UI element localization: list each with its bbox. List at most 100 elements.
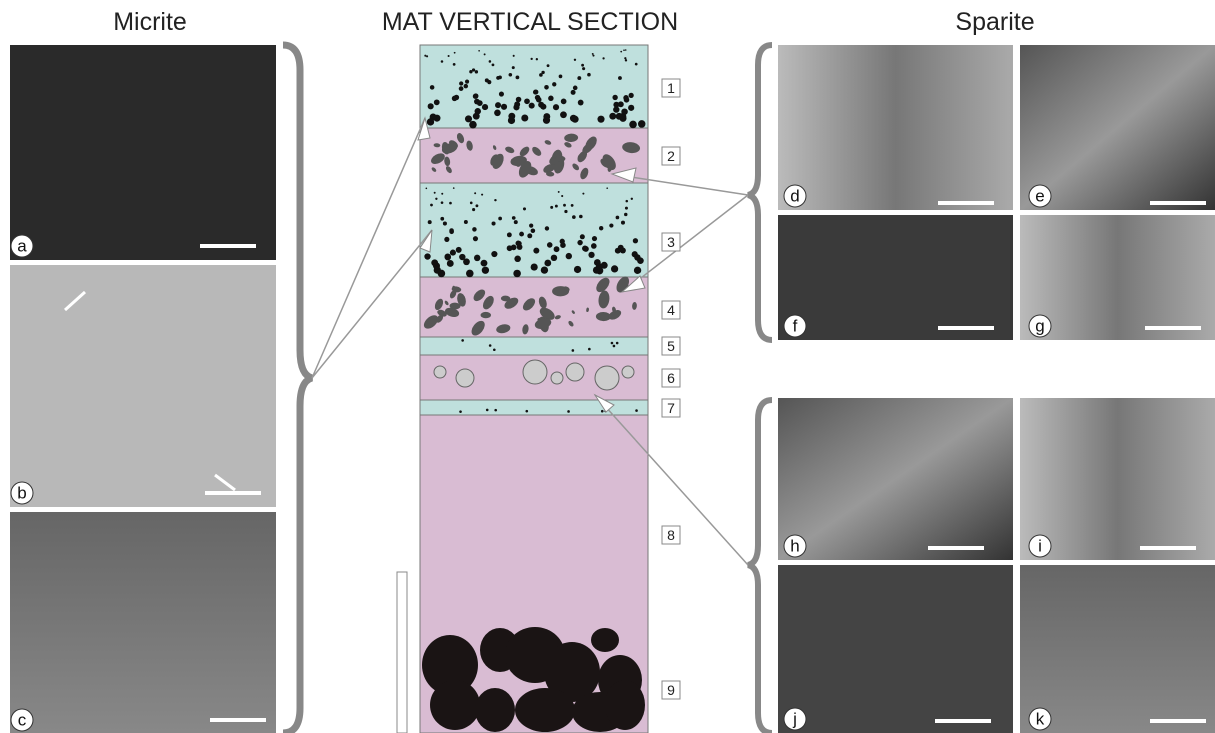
arrow [63, 290, 87, 312]
dot [621, 108, 628, 115]
bracket [747, 42, 773, 343]
panel-label: a [17, 237, 27, 256]
layer-number: 2 [667, 148, 675, 164]
dot [463, 219, 468, 224]
dot [624, 212, 628, 217]
fragment [473, 289, 486, 302]
dot [570, 89, 576, 95]
fragment [622, 142, 641, 154]
arrow [594, 394, 749, 566]
fragment [577, 150, 588, 163]
dot [628, 104, 635, 111]
panel-label: d [790, 187, 799, 206]
panel-badge [1028, 534, 1052, 558]
dot [444, 236, 450, 242]
grain [591, 628, 619, 652]
fragment [482, 295, 494, 310]
fragment [555, 155, 566, 162]
dot [449, 228, 454, 233]
dot [484, 78, 489, 83]
arrow [311, 117, 433, 379]
dot [564, 209, 568, 214]
dot [533, 247, 540, 254]
dot [617, 101, 624, 108]
dot [573, 265, 582, 274]
arrows [311, 117, 749, 566]
fragment [554, 315, 561, 320]
grain [515, 688, 575, 732]
fragment [580, 167, 589, 180]
dot [563, 203, 566, 207]
fragment [505, 146, 515, 154]
fragment [543, 164, 556, 173]
fragment [434, 298, 444, 311]
photo [10, 45, 276, 260]
bracket [747, 397, 773, 733]
fragment [568, 320, 574, 327]
dot [565, 252, 572, 260]
dot [532, 89, 538, 95]
dot [459, 410, 462, 413]
photo [1020, 45, 1215, 210]
dot [466, 269, 474, 278]
particles [422, 49, 646, 732]
dot [485, 408, 489, 412]
dot [630, 197, 633, 200]
dot [631, 251, 638, 258]
dot [624, 49, 627, 51]
dot [458, 86, 464, 91]
dot [472, 208, 476, 212]
dot [620, 50, 623, 53]
dot [498, 91, 504, 97]
rosette [594, 365, 620, 391]
dot [464, 79, 470, 84]
dot [530, 228, 536, 234]
fragment [423, 315, 439, 329]
dot [488, 344, 492, 347]
dot [455, 246, 462, 253]
dot [481, 193, 484, 196]
fragment [612, 306, 616, 313]
fragment [431, 153, 445, 165]
panel-label: e [1035, 187, 1044, 206]
fragment [444, 156, 451, 167]
rosette [433, 365, 447, 379]
fragment [532, 146, 542, 156]
dot [506, 232, 512, 238]
mat-section [419, 44, 649, 733]
dot [579, 234, 585, 240]
dot [471, 68, 476, 72]
fragment [471, 320, 485, 336]
dot [449, 249, 456, 256]
dot [552, 82, 557, 87]
panel-label: f [793, 317, 798, 336]
dot [623, 49, 625, 52]
panel-label: g [1035, 317, 1044, 336]
dot [498, 216, 502, 221]
dot [474, 70, 479, 74]
dot [513, 220, 518, 225]
layer-number: 8 [667, 527, 675, 543]
dot [431, 259, 439, 267]
dot [544, 259, 552, 267]
dot [475, 204, 479, 208]
fragment [539, 307, 555, 320]
dot [612, 94, 618, 101]
photo [1020, 565, 1215, 733]
dot [478, 49, 480, 52]
grain [544, 642, 600, 702]
dot [550, 254, 558, 262]
dot [544, 85, 549, 90]
dot [637, 120, 646, 128]
fragment [456, 133, 465, 144]
dot [609, 223, 614, 228]
layer-box [661, 336, 681, 356]
dot [559, 238, 565, 244]
dot [491, 250, 498, 258]
fragment [445, 166, 452, 174]
dot [623, 95, 629, 101]
dot [540, 266, 549, 274]
dot [427, 103, 434, 110]
